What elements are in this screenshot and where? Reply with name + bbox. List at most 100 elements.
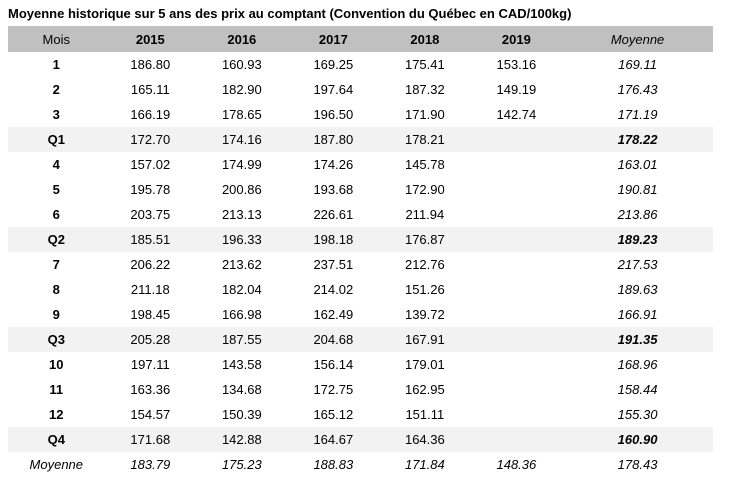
table-cell: 179.01 <box>404 357 445 372</box>
table-cell <box>471 402 563 427</box>
column-header-2019: 2019 <box>470 26 563 52</box>
row-label: 3 <box>52 107 60 122</box>
page-title: Moyenne historique sur 5 ans des prix au… <box>8 6 572 21</box>
table-row-12: 12 154.57 150.39 165.12 151.11 155.30 <box>8 402 713 427</box>
table-cell: 204.68 <box>313 332 354 347</box>
table-body: 1 186.80 160.93 169.25 175.41 153.16 169.11 2 16… <box>8 52 713 477</box>
table-row-11: 11 163.36 134.68 172.75 162.95 158.44 <box>8 377 713 402</box>
table-cell: 197.11 <box>130 357 170 372</box>
table-cell: 165.11 <box>130 82 170 97</box>
table-cell: 166.98 <box>221 307 262 322</box>
column-header-2015: 2015 <box>104 26 197 52</box>
table-cell: 172.90 <box>404 182 445 197</box>
table-cell: 151.26 <box>404 282 445 297</box>
column-header-moyenne: Moyenne <box>562 26 713 52</box>
table-row-1: 1 186.80 160.93 169.25 175.41 153.16 169.11 <box>8 52 713 77</box>
table-cell: 175.23 <box>221 457 262 472</box>
table-cell: 191.35 <box>617 332 658 347</box>
table-cell: 154.57 <box>130 407 171 422</box>
table-cell: 205.28 <box>130 332 171 347</box>
table-cell: 169.11 <box>618 57 657 72</box>
table-cell: 176.43 <box>617 82 658 97</box>
table-cell: 213.13 <box>221 207 262 222</box>
table-row-5: 5 195.78 200.86 193.68 172.90 190.81 <box>8 177 713 202</box>
table-cell: 167.91 <box>404 332 445 347</box>
table-cell: 190.81 <box>617 182 658 197</box>
table-cell: 178.43 <box>617 457 658 472</box>
header-row: Mois 2015 2016 2017 2018 2019 Moyenne <box>8 26 713 52</box>
table-cell: 157.02 <box>130 157 171 172</box>
table-cell: 148.36 <box>496 457 537 472</box>
table-cell: 143.58 <box>221 357 262 372</box>
table-row-q2: Q2 185.51 196.33 198.18 176.87 189.23 <box>8 227 713 252</box>
table-cell: 188.83 <box>313 457 354 472</box>
table-cell <box>471 352 563 377</box>
table-row-q4: Q4 171.68 142.88 164.67 164.36 160.90 <box>8 427 713 452</box>
table-cell: 145.78 <box>404 157 445 172</box>
table-row-q1: Q1 172.70 174.16 187.80 178.21 178.22 <box>8 127 713 152</box>
table-cell: 193.68 <box>313 182 354 197</box>
column-header-2016: 2016 <box>196 26 288 52</box>
table-row-4: 4 157.02 174.99 174.26 145.78 163.01 <box>8 152 713 177</box>
table-cell <box>471 252 563 277</box>
table-cell: 156.14 <box>313 357 354 372</box>
table-cell: 187.32 <box>404 82 445 97</box>
table-cell: 182.90 <box>221 82 262 97</box>
table-row-2: 2 165.11 182.90 197.64 187.32 149.19 176.43 <box>8 77 713 102</box>
table-cell <box>471 202 563 227</box>
table-cell: 212.76 <box>404 257 445 272</box>
table-row-moyenne: Moyenne 183.79 175.23 188.83 171.84 148.36 178… <box>8 452 713 477</box>
table-cell: 198.18 <box>313 232 354 247</box>
row-label: Q2 <box>47 232 65 247</box>
table-cell <box>471 127 563 152</box>
table-cell: 185.51 <box>130 232 171 247</box>
table-cell: 211.18 <box>130 282 170 297</box>
table-cell: 198.45 <box>130 307 171 322</box>
table-cell: 171.19 <box>617 107 658 122</box>
row-label: 12 <box>49 407 64 422</box>
row-label: 2 <box>52 82 60 97</box>
table-cell <box>471 427 563 452</box>
table-cell: 166.19 <box>130 107 171 122</box>
table-cell: 162.49 <box>313 307 354 322</box>
table-cell: 200.86 <box>221 182 262 197</box>
table-cell: 217.53 <box>617 257 658 272</box>
row-label: 1 <box>52 57 60 72</box>
table-cell: 203.75 <box>130 207 171 222</box>
table-cell: 166.91 <box>617 307 658 322</box>
table-cell: 151.11 <box>405 407 445 422</box>
row-label: Q4 <box>47 432 65 447</box>
table-cell: 196.50 <box>313 107 354 122</box>
table-cell: 172.70 <box>130 132 171 147</box>
row-label: 6 <box>52 207 60 222</box>
row-label: 9 <box>52 307 60 322</box>
table-cell <box>471 277 563 302</box>
table-cell: 183.79 <box>130 457 171 472</box>
table-cell: 196.33 <box>221 232 262 247</box>
table-cell: 171.68 <box>130 432 171 447</box>
table-cell: 165.12 <box>313 407 354 422</box>
row-label: Moyenne <box>29 457 84 472</box>
table-cell <box>471 327 563 352</box>
table-cell: 150.39 <box>221 407 262 422</box>
table-cell: 237.51 <box>313 257 354 272</box>
table-cell: 164.67 <box>313 432 354 447</box>
table-cell: 169.25 <box>313 57 354 72</box>
table-cell: 171.84 <box>404 457 445 472</box>
table-cell: 139.72 <box>404 307 445 322</box>
table-cell: 175.41 <box>404 57 445 72</box>
table-cell: 155.30 <box>617 407 658 422</box>
row-label: 4 <box>52 157 60 172</box>
table-cell: 153.16 <box>496 57 537 72</box>
table-cell: 164.36 <box>404 432 445 447</box>
table-cell <box>471 302 563 327</box>
row-label: 8 <box>52 282 60 297</box>
row-label: 7 <box>52 257 60 272</box>
table-cell: 186.80 <box>130 57 171 72</box>
table-cell: 187.80 <box>313 132 354 147</box>
column-header-2017: 2017 <box>287 26 380 52</box>
historical-price-table: Mois 2015 2016 2017 2018 2019 Moyenne 1 186.80 1… <box>8 26 713 477</box>
table-cell: 174.99 <box>221 157 262 172</box>
table-cell: 162.95 <box>404 382 445 397</box>
